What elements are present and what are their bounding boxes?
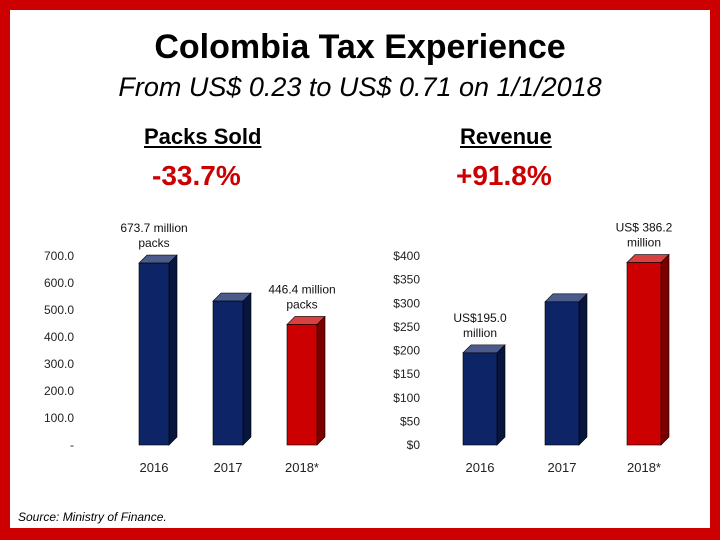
y-tick-label: $0 — [407, 438, 421, 452]
y-tick-label: 600.0 — [44, 276, 74, 290]
bar — [626, 262, 662, 446]
slide: Colombia Tax Experience From US$ 0.23 to… — [10, 10, 710, 528]
y-tick-label: $350 — [393, 273, 420, 287]
data-label: million — [627, 236, 661, 250]
bar — [286, 324, 318, 446]
bar — [138, 262, 170, 446]
y-tick-label: $300 — [393, 296, 420, 310]
bar-side — [316, 315, 326, 446]
data-label: packs — [138, 236, 169, 250]
bar — [462, 352, 498, 446]
x-category-label: 2018* — [285, 460, 319, 475]
y-tick-label: $100 — [393, 391, 420, 405]
revenue-chart: $0 $50 $100 $150 $200 $250 $300 $350 $400 2016 US$… — [393, 221, 673, 475]
slide-title: Colombia Tax Experience — [154, 28, 566, 66]
packs-chart-title: Packs Sold — [144, 124, 262, 149]
y-tick-label: 400.0 — [44, 330, 74, 344]
y-tick-label: $150 — [393, 367, 420, 381]
bar — [212, 300, 244, 446]
bar-side — [496, 344, 506, 446]
y-tick-label: 300.0 — [44, 357, 74, 371]
x-category-label: 2016 — [466, 460, 495, 475]
y-tick-label: $50 — [400, 414, 420, 428]
revenue-chart-title: Revenue — [460, 124, 552, 149]
bar-side — [168, 254, 178, 446]
y-tick-label: 200.0 — [44, 384, 74, 398]
bar-side — [660, 253, 670, 446]
packs-sold-chart: - 100.0 200.0 300.0 400.0 500.0 600.0 700.0 2016… — [44, 221, 336, 475]
x-category-label: 2017 — [214, 460, 243, 475]
y-tick-label: 700.0 — [44, 249, 74, 263]
data-label: 673.7 million — [120, 221, 187, 235]
bar-side — [242, 292, 252, 446]
data-label: packs — [286, 297, 317, 311]
data-label: 446.4 million — [268, 282, 335, 296]
bar — [544, 301, 580, 446]
data-label: million — [463, 326, 497, 340]
y-tick-label: 500.0 — [44, 303, 74, 317]
y-tick-label: $200 — [393, 344, 420, 358]
slide-subtitle: From US$ 0.23 to US$ 0.71 on 1/1/2018 — [118, 72, 602, 102]
y-tick-label: $250 — [393, 320, 420, 334]
x-category-label: 2017 — [548, 460, 577, 475]
packs-change-value: -33.7% — [152, 160, 241, 191]
x-category-label: 2018* — [627, 460, 661, 475]
x-category-label: 2016 — [140, 460, 169, 475]
source-note: Source: Ministry of Finance. — [18, 510, 167, 524]
y-tick-label: $400 — [393, 249, 420, 263]
revenue-change-value: +91.8% — [456, 160, 552, 191]
y-tick-label: - — [70, 438, 74, 452]
y-tick-label: 100.0 — [44, 411, 74, 425]
bar-side — [578, 293, 588, 446]
data-label: US$ 386.2 — [616, 221, 673, 235]
data-label: US$195.0 — [453, 311, 507, 325]
